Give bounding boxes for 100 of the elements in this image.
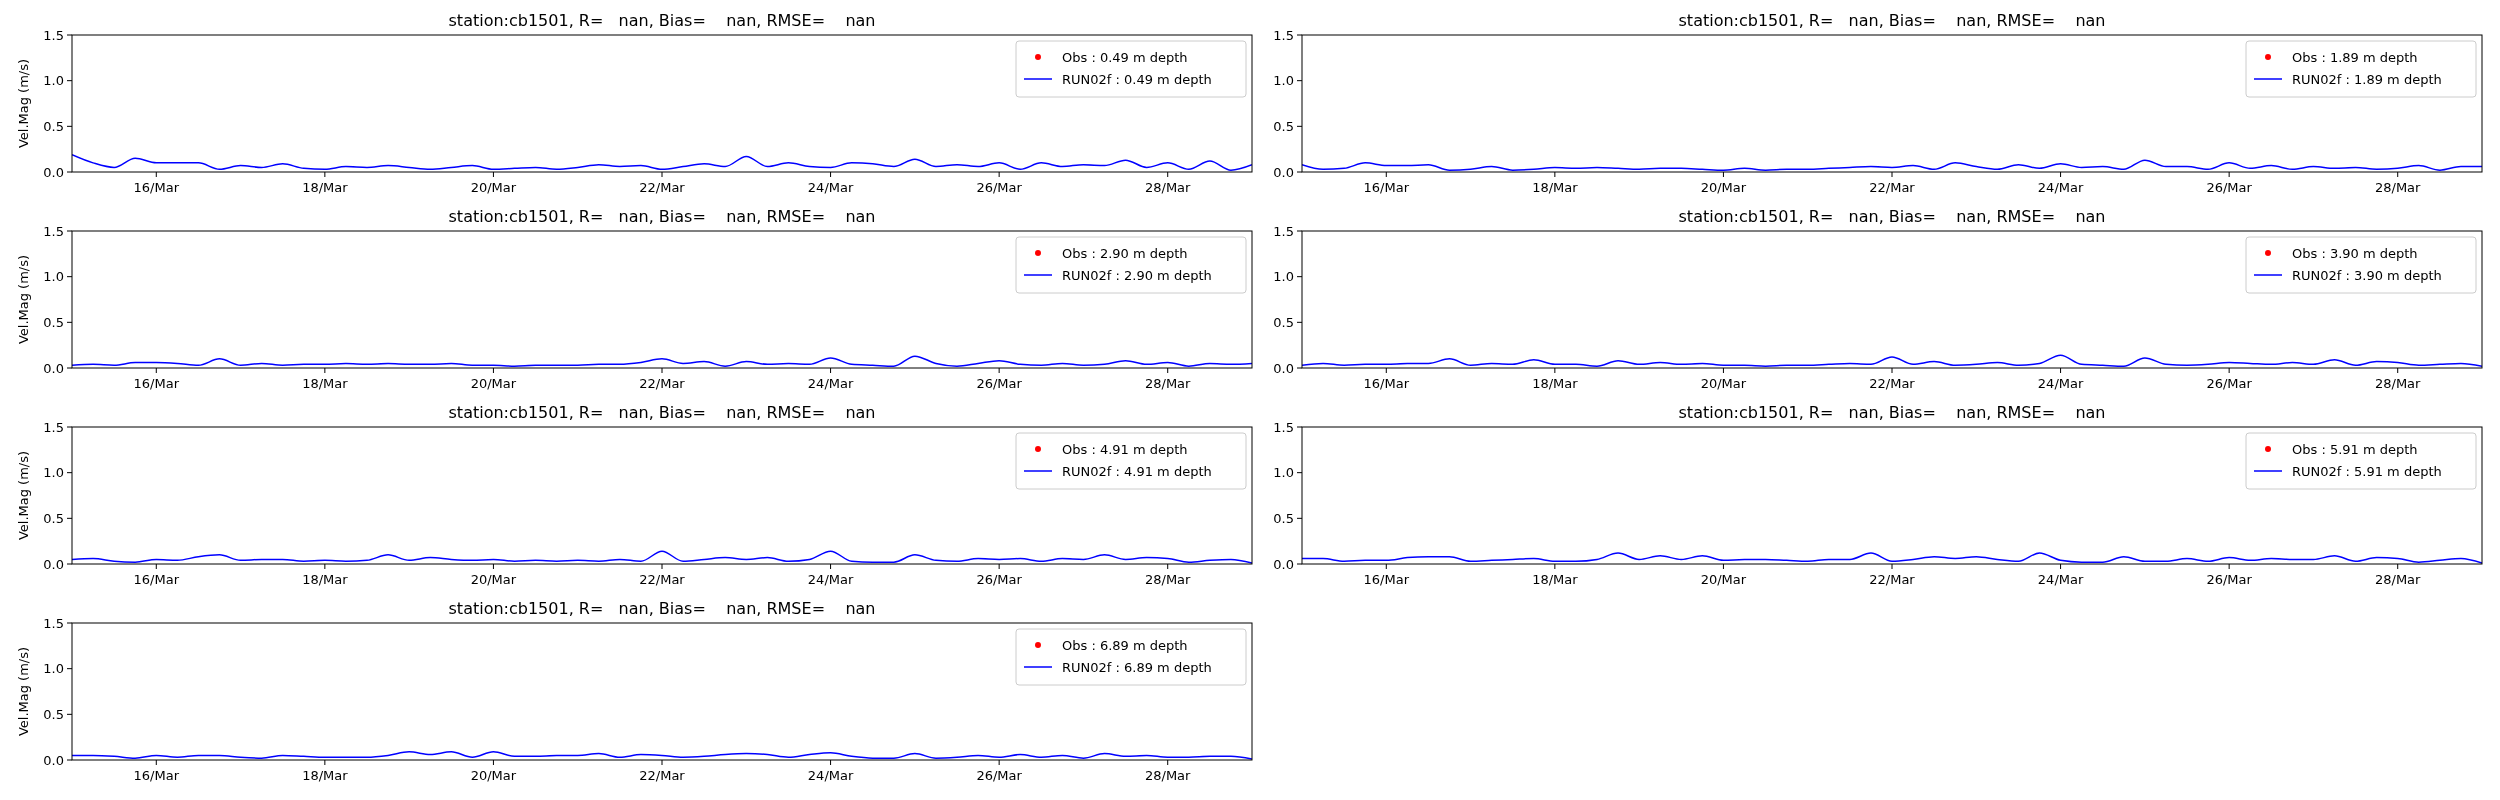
chart-title: station:cb1501, R= nan, Bias= nan, RMSE= nan (1678, 403, 2106, 422)
x-tick-label: 26/Mar (2206, 572, 2253, 587)
x-tick-label: 24/Mar (2037, 180, 2084, 195)
chart-title: station:cb1501, R= nan, Bias= nan, RMSE= nan (448, 11, 876, 30)
chart-title: station:cb1501, R= nan, Bias= nan, RMSE= nan (1678, 207, 2106, 226)
y-tick-label: 0.0 (43, 556, 64, 572)
x-tick-label: 16/Mar (133, 768, 180, 783)
x-tick-label: 22/Mar (639, 180, 686, 195)
x-tick-label: 18/Mar (302, 180, 349, 195)
y-tick-label: 1.0 (43, 269, 64, 285)
legend-label: Obs : 6.89 m depth (1062, 637, 1188, 653)
y-tick-label: 1.5 (43, 615, 64, 631)
y-tick-label: 0.0 (43, 164, 64, 180)
y-axis-title: Vel.Mag (m/s) (16, 58, 31, 149)
x-tick-label: 24/Mar (2037, 376, 2084, 391)
line-series (72, 355, 1252, 367)
x-tick-label: 20/Mar (470, 768, 517, 783)
x-tick-label: 16/Mar (1363, 180, 1410, 195)
x-tick-label: 20/Mar (1700, 572, 1747, 587)
x-tick-label: 28/Mar (2374, 376, 2422, 391)
line-series (1302, 159, 2482, 171)
x-tick-label: 28/Mar (2374, 572, 2422, 587)
legend-label: RUN02f : 5.91 m depth (2292, 463, 2442, 479)
x-tick-label: 24/Mar (807, 572, 854, 587)
x-tick-label: 26/Mar (976, 376, 1023, 391)
y-axis-title: Vel.Mag (m/s) (16, 646, 31, 737)
y-tick-label: 0.5 (43, 706, 64, 722)
line-series (1302, 552, 2482, 564)
x-tick-label: 20/Mar (470, 180, 517, 195)
x-tick-label: 22/Mar (639, 376, 686, 391)
x-tick-label: 18/Mar (302, 572, 349, 587)
legend-label: RUN02f : 6.89 m depth (1062, 659, 1212, 675)
x-tick-label: 20/Mar (470, 376, 517, 391)
legend-label: RUN02f : 4.91 m depth (1062, 463, 1212, 479)
x-tick-label: 24/Mar (2037, 572, 2084, 587)
y-tick-label: 1.0 (1273, 73, 1294, 89)
x-tick-label: 22/Mar (1869, 180, 1916, 195)
y-tick-label: 0.0 (43, 752, 64, 768)
x-tick-label: 24/Mar (807, 180, 854, 195)
y-tick-label: 1.5 (1273, 27, 1294, 43)
y-tick-label: 1.5 (43, 223, 64, 239)
chart-title: station:cb1501, R= nan, Bias= nan, RMSE= nan (1678, 11, 2106, 30)
x-tick-label: 24/Mar (807, 376, 854, 391)
y-tick-label: 0.0 (1273, 556, 1294, 572)
y-tick-label: 0.5 (1273, 314, 1294, 330)
x-tick-label: 18/Mar (1532, 180, 1579, 195)
line-series (72, 153, 1252, 171)
x-tick-label: 18/Mar (1532, 376, 1579, 391)
y-tick-label: 0.0 (1273, 360, 1294, 376)
x-tick-label: 18/Mar (302, 376, 349, 391)
y-tick-label: 1.5 (1273, 419, 1294, 435)
x-tick-label: 26/Mar (976, 180, 1023, 195)
y-axis-title: Vel.Mag (m/s) (16, 450, 31, 541)
y-tick-label: 1.0 (43, 465, 64, 481)
y-tick-label: 1.0 (43, 661, 64, 677)
legend-label: Obs : 4.91 m depth (1062, 441, 1188, 457)
legend-label: Obs : 1.89 m depth (2292, 49, 2418, 65)
x-tick-label: 28/Mar (1144, 768, 1192, 783)
y-tick-label: 0.5 (43, 314, 64, 330)
legend-label: RUN02f : 2.90 m depth (1062, 267, 1212, 283)
y-tick-label: 0.0 (43, 360, 64, 376)
x-tick-label: 22/Mar (639, 768, 686, 783)
y-tick-label: 0.5 (1273, 510, 1294, 526)
y-tick-label: 0.5 (43, 510, 64, 526)
line-series (72, 751, 1252, 760)
legend-label: Obs : 3.90 m depth (2292, 245, 2418, 261)
x-tick-label: 22/Mar (639, 572, 686, 587)
line-series (1302, 354, 2482, 367)
chart-title: station:cb1501, R= nan, Bias= nan, RMSE= nan (448, 403, 876, 422)
y-tick-label: 1.0 (43, 73, 64, 89)
y-axis-title: Vel.Mag (m/s) (16, 254, 31, 345)
x-tick-label: 26/Mar (976, 768, 1023, 783)
x-tick-label: 24/Mar (807, 768, 854, 783)
y-tick-label: 0.5 (1273, 118, 1294, 134)
x-tick-label: 28/Mar (2374, 180, 2422, 195)
x-tick-label: 16/Mar (133, 572, 180, 587)
legend-label: Obs : 0.49 m depth (1062, 49, 1188, 65)
y-tick-label: 1.5 (43, 419, 64, 435)
x-tick-label: 18/Mar (302, 768, 349, 783)
x-tick-label: 16/Mar (133, 376, 180, 391)
x-tick-label: 26/Mar (2206, 376, 2253, 391)
y-tick-label: 1.0 (1273, 465, 1294, 481)
line-series (72, 550, 1252, 564)
chart-title: station:cb1501, R= nan, Bias= nan, RMSE= nan (448, 599, 876, 618)
chart-title: station:cb1501, R= nan, Bias= nan, RMSE= nan (448, 207, 876, 226)
x-tick-label: 28/Mar (1144, 376, 1192, 391)
x-tick-label: 20/Mar (1700, 180, 1747, 195)
x-tick-label: 28/Mar (1144, 572, 1192, 587)
legend-label: RUN02f : 3.90 m depth (2292, 267, 2442, 283)
y-tick-label: 1.5 (43, 27, 64, 43)
legend-label: Obs : 5.91 m depth (2292, 441, 2418, 457)
x-tick-label: 28/Mar (1144, 180, 1192, 195)
legend-label: RUN02f : 0.49 m depth (1062, 71, 1212, 87)
legend-label: RUN02f : 1.89 m depth (2292, 71, 2442, 87)
x-tick-label: 22/Mar (1869, 572, 1916, 587)
x-tick-label: 26/Mar (2206, 180, 2253, 195)
x-tick-label: 22/Mar (1869, 376, 1916, 391)
y-tick-label: 0.0 (1273, 164, 1294, 180)
legend-label: Obs : 2.90 m depth (1062, 245, 1188, 261)
x-tick-label: 16/Mar (1363, 572, 1410, 587)
